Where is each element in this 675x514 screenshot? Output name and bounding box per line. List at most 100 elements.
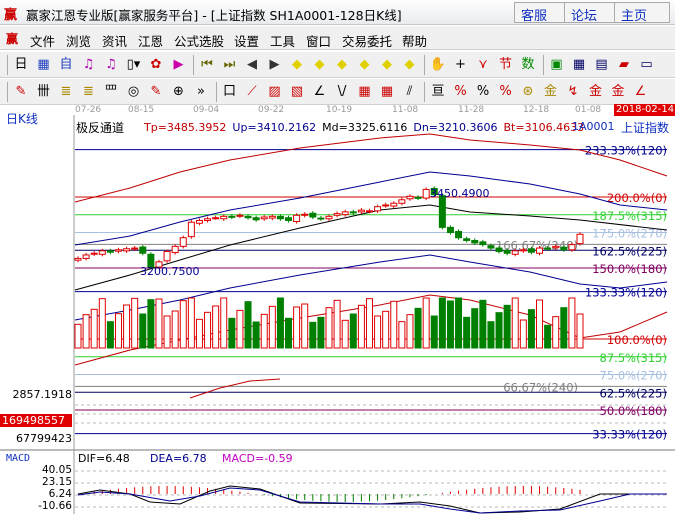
flag-icon[interactable]: ▶ xyxy=(173,57,184,72)
volume-bar xyxy=(430,315,438,349)
candle xyxy=(414,196,422,199)
candle xyxy=(171,245,179,254)
volume-bar xyxy=(90,308,98,349)
gold2-icon[interactable]: 金 xyxy=(611,84,625,99)
fan-icon[interactable]: ⟋ xyxy=(247,84,257,99)
menu-help[interactable]: 帮助 xyxy=(402,34,428,49)
menu-window[interactable]: 窗口 xyxy=(306,34,332,49)
percent-band-icon[interactable]: % xyxy=(499,84,512,99)
gann-icon[interactable]: ✿ xyxy=(150,57,162,72)
candle xyxy=(244,215,252,219)
menu-gann[interactable]: 江恩 xyxy=(138,34,164,49)
volume-bar xyxy=(527,309,535,349)
prev-icon[interactable]: ◀ xyxy=(247,57,257,72)
forum-button[interactable]: 论坛 xyxy=(564,2,620,24)
zoom-vertical-icon[interactable]: ◆ xyxy=(404,57,415,72)
circle-grid-icon[interactable]: ⊕ xyxy=(173,84,184,99)
self-icon[interactable]: 自 xyxy=(59,57,73,72)
high-price-mark: 3450.4900 xyxy=(430,187,490,200)
first-icon[interactable]: ⏮ xyxy=(201,57,213,72)
window-icon[interactable]: ▦ xyxy=(37,57,50,72)
zoom-in-icon[interactable]: ◆ xyxy=(337,57,347,72)
level-label: 162.5%(225) xyxy=(592,244,667,258)
crosshair-icon[interactable]: + xyxy=(455,57,466,72)
candle xyxy=(438,195,446,228)
volume-bar xyxy=(131,297,139,349)
mesh-icon[interactable]: ▦ xyxy=(358,84,371,99)
save-icon[interactable]: ▰ xyxy=(619,57,629,72)
level-label: 100.0%(0) xyxy=(607,333,667,347)
angle-line-icon[interactable]: ∠ xyxy=(634,84,647,99)
indicator-param: Md=3325.6116 xyxy=(322,121,408,134)
gold-band-icon[interactable]: 金 xyxy=(588,84,602,99)
zoom-all-icon[interactable]: ◆ xyxy=(382,57,392,72)
volume-bar xyxy=(268,305,276,349)
candle xyxy=(220,215,228,220)
zoom-left-icon[interactable]: ◆ xyxy=(292,57,302,72)
indicator3-icon[interactable]: ♫ xyxy=(82,57,95,72)
zoom-right-icon[interactable]: ◆ xyxy=(314,57,325,72)
date-label: 11-08 xyxy=(392,105,419,115)
last-icon[interactable]: ⏭ xyxy=(223,57,236,72)
volume-bar xyxy=(325,307,333,349)
volume-bar xyxy=(406,314,414,349)
expand-icon[interactable]: » xyxy=(197,84,205,99)
percent-line-icon[interactable]: % xyxy=(454,84,467,99)
volume-bar xyxy=(123,304,131,349)
gold-icon[interactable]: ⊛ xyxy=(522,84,534,99)
kline-chart[interactable]: 日K线 07-26 08-15 09-04 09-22 10-19 11-08 11-28 1… xyxy=(0,104,675,514)
calendar-cycle-icon[interactable]: 节 xyxy=(498,57,512,72)
gann-text-icon[interactable]: 罒 xyxy=(104,84,118,99)
date-label: 11-28 xyxy=(458,105,485,115)
box-icon[interactable]: 口 xyxy=(222,84,236,99)
grid-icon[interactable]: 卌 xyxy=(36,84,50,99)
candle-type-icon[interactable]: ▯▾ xyxy=(126,57,141,72)
draw-line-icon[interactable]: ⋎ xyxy=(478,57,488,72)
menu-file[interactable]: 文件 xyxy=(30,34,56,49)
calculator-icon[interactable]: ▦ xyxy=(572,57,586,72)
service-button[interactable]: 客服 xyxy=(514,2,570,24)
ruler-icon[interactable]: 亘 xyxy=(431,84,445,99)
menu-formula[interactable]: 公式选股 xyxy=(174,34,225,49)
volume-bar xyxy=(398,321,406,349)
percent-icon[interactable]: % xyxy=(476,84,490,99)
speed-icon[interactable]: ↯ xyxy=(567,84,579,99)
volume-bar xyxy=(536,299,544,349)
notes-icon[interactable]: ▤ xyxy=(595,57,608,72)
hand-icon[interactable]: ✋ xyxy=(429,57,447,72)
period-day-icon[interactable]: 日▾ xyxy=(14,57,28,90)
macd-axis-1: 40.05 xyxy=(41,464,72,476)
toolbar-main: 日▾ ▦ 自 ♫ ♫ ▯▾ ✿ ▶ ⏮ ⏭ ◀ ▶ ◆ ◆ ◆ ◆ ◆ ◆ ✋ + ⋎ 节数 ▣ ▦ ▤ ▰ ▭ xyxy=(0,52,675,90)
gann-box-icon[interactable]: ▨ xyxy=(268,84,281,99)
gann-box2-icon[interactable]: ▧ xyxy=(290,84,304,99)
gann-square-icon[interactable]: ≣ xyxy=(60,84,72,99)
home-button[interactable]: 主页 xyxy=(614,2,670,24)
more-icon[interactable]: ▭ xyxy=(640,57,653,72)
candle xyxy=(195,219,203,224)
mesh2-icon[interactable]: ▦ xyxy=(380,84,394,99)
pen-icon[interactable]: ✎ xyxy=(15,84,27,99)
zoom-out-icon[interactable]: ◆ xyxy=(359,57,370,72)
indicator9-icon[interactable]: ♫ xyxy=(105,57,117,72)
menu-browse[interactable]: 浏览 xyxy=(66,34,92,49)
candle xyxy=(123,248,131,252)
volume-bar xyxy=(341,319,349,349)
gann-square2-icon[interactable]: ≣ xyxy=(83,84,94,99)
calendar-icon[interactable]: ▣ xyxy=(550,57,563,72)
wave-icon[interactable]: \/ xyxy=(337,84,347,99)
volume-bar xyxy=(204,311,212,349)
level-label: 150.0%(180) xyxy=(592,262,667,276)
gold-line-icon[interactable]: 金 xyxy=(543,84,557,99)
menu-settings[interactable]: 设置 xyxy=(234,34,260,49)
menu-tools[interactable]: 工具 xyxy=(270,34,296,49)
menu-news[interactable]: 资讯 xyxy=(102,34,128,49)
numbers-icon[interactable]: 数 xyxy=(521,57,535,72)
candle xyxy=(544,247,552,250)
spiral-icon[interactable]: ◎ xyxy=(127,84,140,99)
parallel-icon[interactable]: ⫽ xyxy=(406,84,413,99)
brush-icon[interactable]: ✎ xyxy=(150,84,162,99)
menu-trade[interactable]: 交易委托 xyxy=(342,34,393,49)
volume-bar xyxy=(495,312,503,349)
angle-icon[interactable]: ∠ xyxy=(313,84,326,99)
next-icon[interactable]: ▶ xyxy=(269,57,280,72)
